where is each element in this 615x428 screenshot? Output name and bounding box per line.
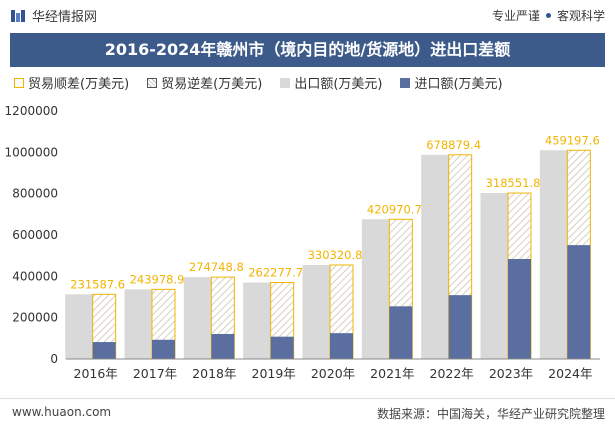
top-bar: 华经情报网 专业严谨 客观科学 [0, 0, 615, 30]
legend-swatch-surplus [14, 77, 24, 88]
import-bar [567, 245, 591, 359]
legend-label-export: 出口额(万美元) [294, 77, 383, 92]
y-tick-label: 600000 [12, 228, 58, 242]
surplus-data-label: 231587.6 [70, 277, 125, 291]
x-tick-label: 2017年 [133, 366, 177, 381]
y-tick-label: 800000 [12, 187, 58, 201]
legend-label-import: 进口额(万美元) [414, 77, 503, 92]
x-tick-label: 2022年 [430, 366, 474, 381]
surplus-data-label: 318551.8 [486, 176, 541, 190]
legend-item-export: 出口额(万美元) [280, 73, 382, 92]
import-bar [211, 333, 235, 359]
legend-label-surplus: 贸易顺差(万美元) [28, 77, 130, 92]
legend-swatch-deficit [147, 77, 158, 88]
import-bar [92, 342, 116, 359]
brand: 华经情报网 [10, 6, 97, 25]
legend-label-deficit: 贸易逆差(万美元) [161, 77, 263, 92]
legend-item-import: 进口额(万美元) [400, 73, 503, 92]
x-axis: 2016年 2017年 2018年 2019年 2020年 2021年 2022年 2023年… [66, 358, 600, 381]
surplus-data-label: 243978.9 [130, 272, 185, 286]
y-tick-label: 1200000 [5, 104, 58, 118]
x-tick-label: 2020年 [311, 366, 355, 381]
brand-name: 华经情报网 [32, 10, 98, 25]
import-bar [152, 339, 175, 359]
dot-separator-icon [545, 13, 551, 18]
y-tick-label: 200000 [12, 311, 58, 325]
import-bar [448, 295, 472, 359]
surplus-data-label: 262277.7 [248, 266, 303, 280]
surplus-data-label: 459197.6 [545, 133, 600, 147]
y-tick-label: 0 [50, 352, 58, 366]
bars: 231587.6 243978.9 274748.8 262277.7 330320.8… [65, 133, 600, 360]
tagline-1: 专业严谨 [491, 9, 540, 23]
x-tick-label: 2016年 [74, 366, 118, 381]
chart-legend: 贸易顺差(万美元) 贸易逆差(万美元) 出口额(万美元) 进口额(万美元) [14, 73, 503, 92]
bar-chart: 020000040000060000080000010000001200000 … [5, 104, 600, 381]
import-bar [270, 336, 294, 359]
footer-website: www.huaon.com [12, 405, 112, 419]
legend-swatch-export [280, 77, 291, 88]
surplus-data-label: 274748.8 [189, 260, 244, 274]
x-tick-label: 2018年 [192, 366, 236, 381]
y-axis: 0 200000 400000 600000 800000 1000000 1200000 [5, 104, 58, 366]
surplus-data-label: 678879.4 [426, 138, 481, 152]
import-bar [330, 333, 353, 359]
legend-item-deficit: 贸易逆差(万美元) [147, 73, 262, 92]
surplus-data-label: 420970.7 [367, 202, 422, 216]
footer: www.huaon.com 数据来源：中国海关，华经产业研究院整理 [0, 398, 615, 428]
import-bar [508, 258, 531, 359]
x-tick-label: 2023年 [489, 366, 533, 381]
y-tick-label: 400000 [12, 269, 58, 283]
brand-logo-icon [11, 9, 25, 22]
surplus-data-label: 330320.8 [308, 248, 363, 262]
legend-swatch-import [400, 77, 411, 88]
tagline: 专业严谨 客观科学 [492, 7, 605, 24]
tagline-2: 客观科学 [556, 9, 605, 23]
legend-item-surplus: 贸易顺差(万美元) [14, 73, 129, 92]
import-bar [389, 306, 413, 359]
chart-title: 2016-2024年赣州市（境内目的地/货源地）进出口差额 [10, 33, 605, 67]
x-tick-label: 2021年 [370, 366, 414, 381]
y-tick-label: 1000000 [5, 145, 58, 159]
x-tick-label: 2019年 [252, 366, 296, 381]
x-tick-label: 2024年 [548, 366, 592, 381]
footer-source: 数据来源：中国海关，华经产业研究院整理 [376, 407, 605, 421]
